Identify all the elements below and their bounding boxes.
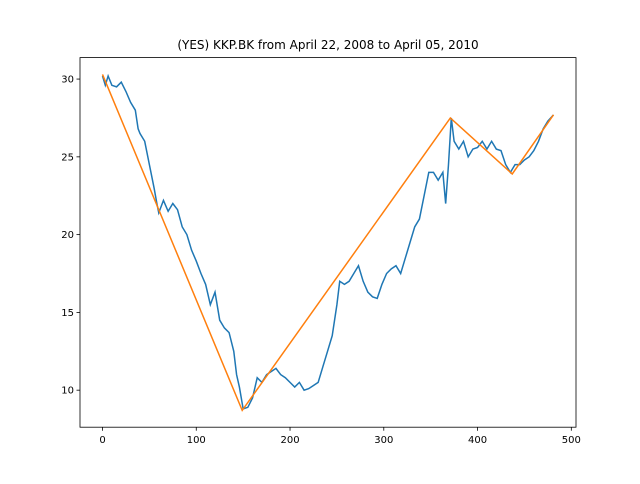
- x-tick-label: 500: [562, 435, 581, 446]
- y-tick-label: 20: [61, 230, 74, 241]
- y-tick-label: 10: [61, 386, 74, 397]
- x-tick-label: 100: [187, 435, 206, 446]
- y-tick-label: 30: [61, 75, 74, 86]
- chart-title: (YES) KKP.BK from April 22, 2008 to Apri…: [177, 38, 478, 52]
- y-tick-label: 25: [61, 152, 74, 163]
- line-series: [101, 73, 555, 410]
- line-series: [101, 74, 555, 412]
- plot-frame: [79, 57, 577, 428]
- x-tick-label: 200: [280, 435, 299, 446]
- x-tick-label: 400: [468, 435, 487, 446]
- x-tick-label: 0: [99, 435, 105, 446]
- x-tick-label: 300: [374, 435, 393, 446]
- y-tick-label: 15: [61, 308, 74, 319]
